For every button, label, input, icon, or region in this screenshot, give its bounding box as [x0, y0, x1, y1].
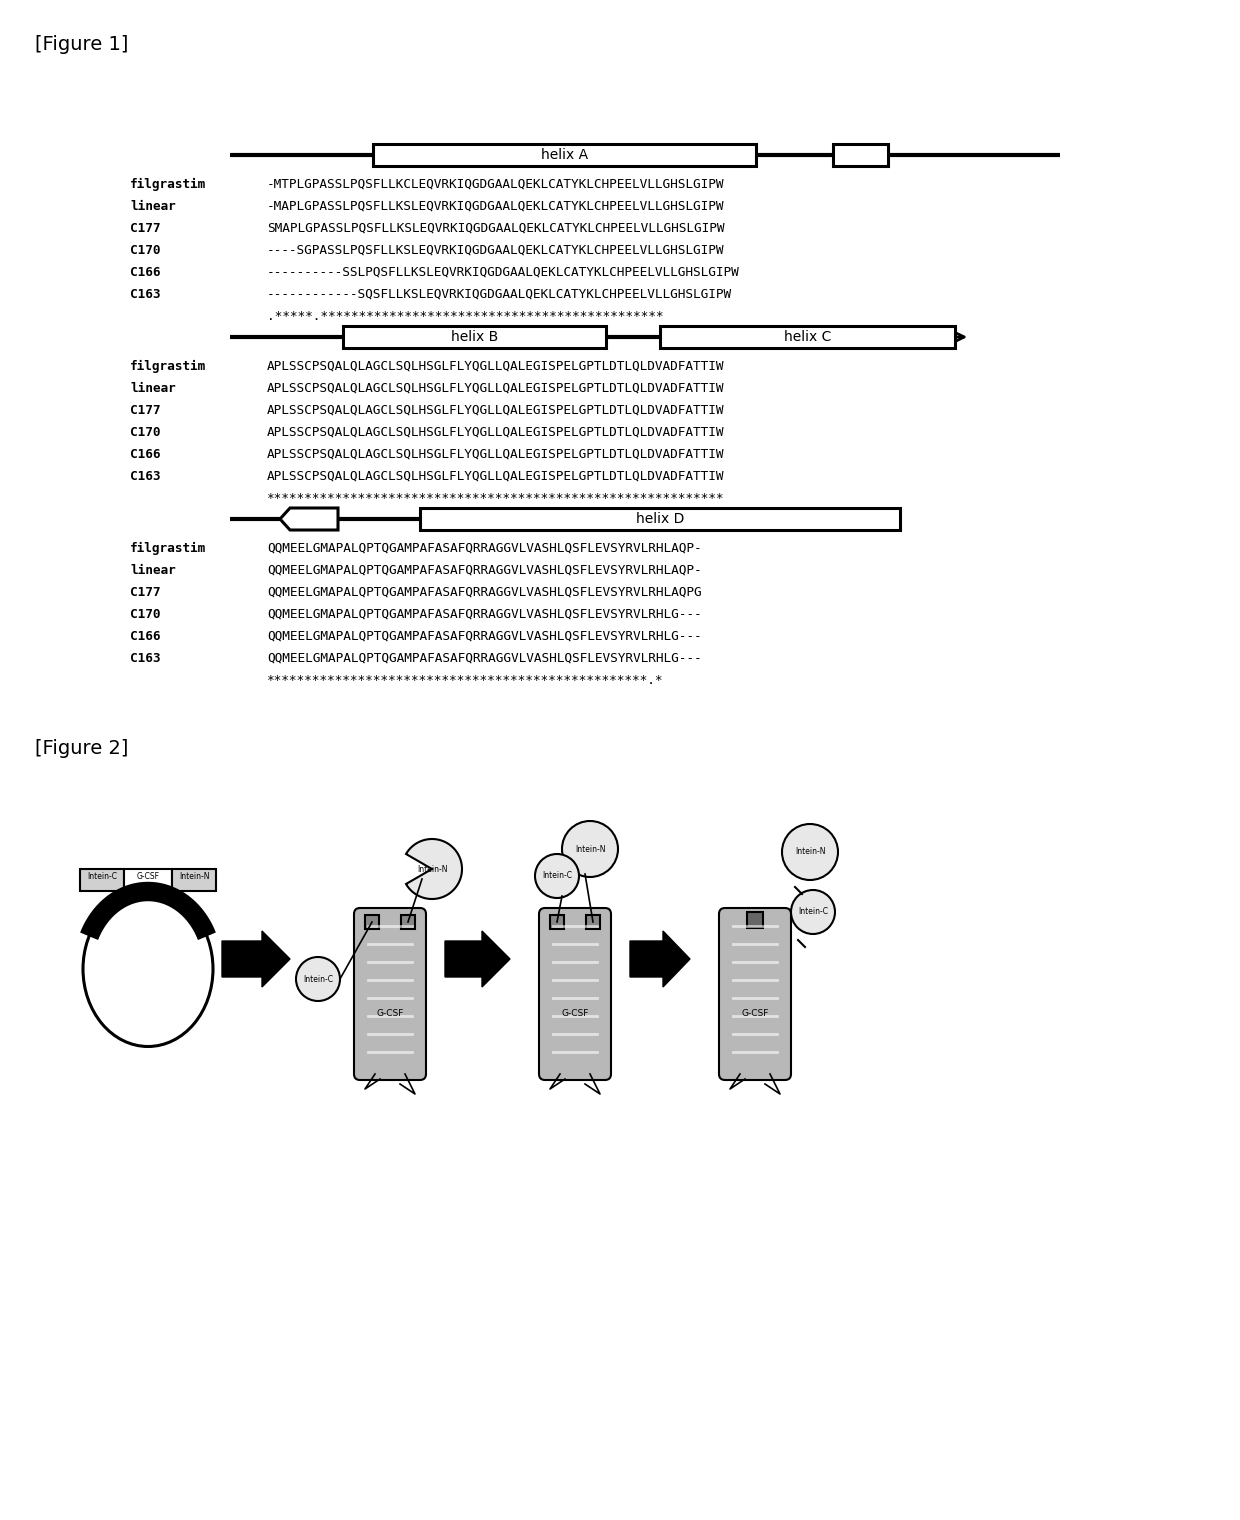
Text: C163: C163	[130, 287, 160, 301]
Text: C177: C177	[130, 222, 160, 236]
Text: C166: C166	[130, 629, 160, 643]
Polygon shape	[405, 839, 463, 898]
Bar	[660, 325, 955, 348]
Text: G-CSF: G-CSF	[136, 872, 160, 882]
FancyBboxPatch shape	[539, 907, 611, 1081]
Bar	[401, 915, 415, 929]
Text: SMAPLGPASSLPQSFLLKSLEQVRKIQGDGAALQEKLCATYKLCHPEELVLLGHSLGIPW: SMAPLGPASSLPQSFLLKSLEQVRKIQGDGAALQEKLCAT…	[267, 222, 724, 236]
Text: ------------SQSFLLKSLEQVRKIQGDGAALQEKLCATYKLCHPEELVLLGHSLGIPW: ------------SQSFLLKSLEQVRKIQGDGAALQEKLCA…	[267, 287, 732, 301]
Text: QQMEELGMAPALQPTQGAMPAFASAFQRRAGGVLVASHLQSFLEVSYRVLRHLAQP-: QQMEELGMAPALQPTQGAMPAFASAFQRRAGGVLVASHLQ…	[267, 564, 702, 578]
Bar	[833, 144, 888, 166]
Text: Intein-C: Intein-C	[87, 872, 117, 882]
Text: helix C: helix C	[784, 330, 831, 344]
Bar	[124, 869, 172, 891]
Text: linear: linear	[130, 382, 176, 395]
Bar	[746, 912, 763, 929]
Text: Intein-C: Intein-C	[303, 974, 334, 983]
Text: QQMEELGMAPALQPTQGAMPAFASAFQRRAGGVLVASHLQSFLEVSYRVLRHLAQP-: QQMEELGMAPALQPTQGAMPAFASAFQRRAGGVLVASHLQ…	[267, 543, 702, 555]
Text: APLSSCPSQALQLAGCLSQLHSGLFLYQGLLQALEGISPELGPTLDTLQLDVADFATTIW: APLSSCPSQALQLAGCLSQLHSGLFLYQGLLQALEGISPE…	[267, 470, 724, 483]
Text: Intein-C: Intein-C	[799, 907, 828, 917]
Polygon shape	[445, 930, 510, 986]
Text: filgrastim: filgrastim	[130, 178, 206, 192]
Text: Intein-N: Intein-N	[795, 848, 826, 856]
Text: G-CSF: G-CSF	[562, 1009, 589, 1018]
Text: Intein-N: Intein-N	[417, 865, 448, 874]
Text: Intein-N: Intein-N	[575, 845, 605, 854]
Bar	[365, 915, 379, 929]
Circle shape	[782, 824, 838, 880]
Bar	[551, 915, 564, 929]
Text: Intein-C: Intein-C	[542, 871, 572, 880]
Text: APLSSCPSQALQLAGCLSQLHSGLFLYQGLLQALEGISPELGPTLDTLQLDVADFATTIW: APLSSCPSQALQLAGCLSQLHSGLFLYQGLLQALEGISPE…	[267, 360, 724, 372]
Bar	[81, 869, 124, 891]
Text: C166: C166	[130, 266, 160, 280]
Text: APLSSCPSQALQLAGCLSQLHSGLFLYQGLLQALEGISPELGPTLDTLQLDVADFATTIW: APLSSCPSQALQLAGCLSQLHSGLFLYQGLLQALEGISPE…	[267, 404, 724, 416]
Circle shape	[791, 891, 835, 933]
Text: G-CSF: G-CSF	[376, 1009, 404, 1018]
Text: [Figure 2]: [Figure 2]	[35, 739, 129, 758]
Text: Intein-N: Intein-N	[179, 872, 210, 882]
FancyBboxPatch shape	[719, 907, 791, 1081]
Text: G-CSF: G-CSF	[742, 1009, 769, 1018]
FancyBboxPatch shape	[353, 907, 427, 1081]
Text: helix D: helix D	[636, 512, 684, 526]
Bar	[587, 915, 600, 929]
Bar	[420, 508, 900, 530]
Text: APLSSCPSQALQLAGCLSQLHSGLFLYQGLLQALEGISPELGPTLDTLQLDVADFATTIW: APLSSCPSQALQLAGCLSQLHSGLFLYQGLLQALEGISPE…	[267, 382, 724, 395]
Text: C177: C177	[130, 404, 160, 416]
Text: C170: C170	[130, 426, 160, 439]
Text: APLSSCPSQALQLAGCLSQLHSGLFLYQGLLQALEGISPELGPTLDTLQLDVADFATTIW: APLSSCPSQALQLAGCLSQLHSGLFLYQGLLQALEGISPE…	[267, 426, 724, 439]
Text: ----------SSLPQSFLLKSLEQVRKIQGDGAALQEKLCATYKLCHPEELVLLGHSLGIPW: ----------SSLPQSFLLKSLEQVRKIQGDGAALQEKLC…	[267, 266, 740, 280]
Text: C163: C163	[130, 470, 160, 483]
Text: helix B: helix B	[451, 330, 498, 344]
Polygon shape	[222, 930, 290, 986]
Text: linear: linear	[130, 201, 176, 213]
Text: C163: C163	[130, 652, 160, 666]
Bar	[373, 144, 756, 166]
Text: -MAPLGPASSLPQSFLLKSLEQVRKIQGDGAALQEKLCATYKLCHPEELVLLGHSLGIPW: -MAPLGPASSLPQSFLLKSLEQVRKIQGDGAALQEKLCAT…	[267, 201, 724, 213]
Circle shape	[562, 821, 618, 877]
Polygon shape	[630, 930, 689, 986]
Text: C170: C170	[130, 245, 160, 257]
Text: ************************************************************: ****************************************…	[267, 492, 724, 505]
Text: filgrastim: filgrastim	[130, 360, 206, 372]
Polygon shape	[280, 508, 339, 530]
Text: C166: C166	[130, 448, 160, 461]
Text: QQMEELGMAPALQPTQGAMPAFASAFQRRAGGVLVASHLQSFLEVSYRVLRHLG---: QQMEELGMAPALQPTQGAMPAFASAFQRRAGGVLVASHLQ…	[267, 608, 702, 622]
Text: -MTPLGPASSLPQSFLLKCLEQVRKIQGDGAALQEKLCATYKLCHPEELVLLGHSLGIPW: -MTPLGPASSLPQSFLLKCLEQVRKIQGDGAALQEKLCAT…	[267, 178, 724, 192]
Text: linear: linear	[130, 564, 176, 578]
Text: .*****.*********************************************: .*****.*********************************…	[267, 310, 663, 324]
Circle shape	[296, 958, 340, 1002]
Text: QQMEELGMAPALQPTQGAMPAFASAFQRRAGGVLVASHLQSFLEVSYRVLRHLG---: QQMEELGMAPALQPTQGAMPAFASAFQRRAGGVLVASHLQ…	[267, 629, 702, 643]
Bar	[172, 869, 216, 891]
Text: **************************************************.*: ****************************************…	[267, 673, 663, 687]
Text: ----SGPASSLPQSFLLKSLEQVRKIQGDGAALQEKLCATYKLCHPEELVLLGHSLGIPW: ----SGPASSLPQSFLLKSLEQVRKIQGDGAALQEKLCAT…	[267, 245, 724, 257]
Circle shape	[534, 854, 579, 898]
Text: C170: C170	[130, 608, 160, 622]
Text: helix A: helix A	[541, 147, 588, 163]
Text: APLSSCPSQALQLAGCLSQLHSGLFLYQGLLQALEGISPELGPTLDTLQLDVADFATTIW: APLSSCPSQALQLAGCLSQLHSGLFLYQGLLQALEGISPE…	[267, 448, 724, 461]
Text: QQMEELGMAPALQPTQGAMPAFASAFQRRAGGVLVASHLQSFLEVSYRVLRHLG---: QQMEELGMAPALQPTQGAMPAFASAFQRRAGGVLVASHLQ…	[267, 652, 702, 666]
Text: [Figure 1]: [Figure 1]	[35, 35, 129, 55]
Text: filgrastim: filgrastim	[130, 543, 206, 555]
Text: C177: C177	[130, 587, 160, 599]
Bar	[343, 325, 606, 348]
Text: QQMEELGMAPALQPTQGAMPAFASAFQRRAGGVLVASHLQSFLEVSYRVLRHLAQPG: QQMEELGMAPALQPTQGAMPAFASAFQRRAGGVLVASHLQ…	[267, 587, 702, 599]
